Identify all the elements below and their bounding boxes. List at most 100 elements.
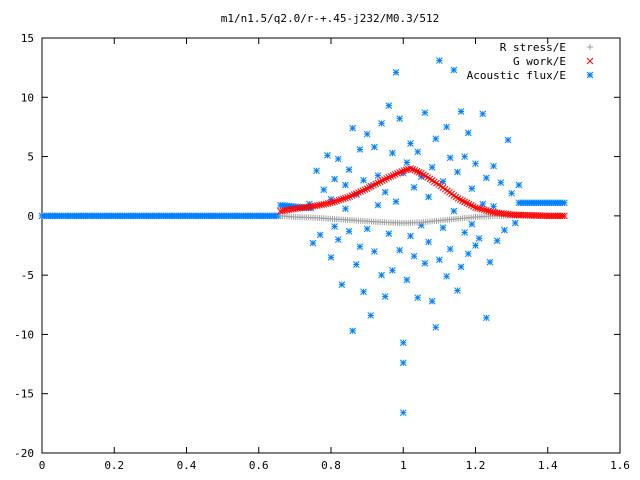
acoustic-flux-point bbox=[490, 162, 497, 170]
y-tick-label: 0 bbox=[27, 210, 34, 223]
acoustic-flux-point bbox=[497, 179, 505, 187]
x-tick-label: 1.2 bbox=[466, 459, 486, 472]
g-work-point bbox=[324, 200, 332, 207]
g-work-point bbox=[400, 167, 408, 174]
g-work-point bbox=[331, 198, 338, 205]
acoustic-flux-point bbox=[410, 184, 418, 191]
series-acoustic-flux bbox=[38, 57, 568, 417]
acoustic-flux-point bbox=[446, 154, 454, 162]
g-work-point bbox=[396, 169, 403, 176]
acoustic-flux-point bbox=[399, 409, 407, 417]
acoustic-flux-point bbox=[443, 272, 450, 280]
acoustic-flux-point bbox=[374, 201, 382, 209]
x-tick-label: 0.4 bbox=[177, 459, 197, 472]
acoustic-flux-point bbox=[342, 181, 349, 189]
x-tick-label: 0 bbox=[39, 459, 46, 472]
acoustic-flux-point bbox=[493, 237, 501, 245]
legend-marker bbox=[587, 44, 593, 50]
acoustic-flux-point bbox=[349, 327, 357, 335]
marks bbox=[38, 57, 568, 417]
legend-marker bbox=[586, 57, 594, 65]
acoustic-flux-point bbox=[363, 225, 371, 233]
acoustic-flux-point bbox=[479, 110, 487, 118]
acoustic-flux-point bbox=[334, 236, 342, 243]
x-tick-label: 1.4 bbox=[538, 459, 558, 472]
acoustic-flux-point bbox=[381, 293, 389, 300]
acoustic-flux-point bbox=[378, 271, 385, 279]
g-work-point bbox=[407, 165, 414, 172]
x-tick-label: 0.2 bbox=[104, 459, 124, 472]
g-work-point bbox=[335, 196, 343, 204]
acoustic-flux-point bbox=[561, 199, 568, 207]
acoustic-flux-point bbox=[352, 261, 360, 268]
acoustic-flux-point bbox=[515, 181, 523, 189]
acoustic-flux-point bbox=[468, 185, 476, 192]
acoustic-flux-point bbox=[457, 263, 465, 271]
acoustic-flux-point bbox=[345, 227, 353, 235]
acoustic-flux-point bbox=[461, 153, 469, 160]
acoustic-flux-point bbox=[443, 123, 450, 131]
acoustic-flux-point bbox=[464, 250, 472, 258]
g-work-point bbox=[472, 204, 479, 211]
acoustic-flux-point bbox=[511, 219, 519, 227]
acoustic-flux-point bbox=[392, 198, 400, 205]
g-work-point bbox=[344, 194, 351, 201]
acoustic-flux-point bbox=[421, 109, 429, 117]
legend-label: G work/E bbox=[513, 55, 566, 68]
g-work-point bbox=[398, 168, 406, 175]
acoustic-flux-point bbox=[421, 259, 429, 267]
acoustic-flux-point bbox=[464, 129, 472, 137]
acoustic-flux-point bbox=[450, 207, 458, 215]
g-work-point bbox=[383, 175, 390, 182]
acoustic-flux-point bbox=[454, 168, 461, 176]
legend-label: R stress/E bbox=[500, 41, 566, 54]
acoustic-flux-point bbox=[508, 189, 515, 197]
y-tick-label: -10 bbox=[14, 328, 34, 341]
acoustic-flux-point bbox=[482, 314, 490, 322]
g-work-point bbox=[357, 188, 364, 195]
acoustic-flux-point bbox=[331, 175, 338, 183]
g-work-point bbox=[391, 171, 399, 178]
acoustic-flux-point bbox=[475, 235, 483, 242]
series-r-stress bbox=[277, 212, 568, 226]
g-work-point bbox=[480, 206, 488, 214]
g-work-point bbox=[381, 176, 388, 183]
acoustic-flux-point bbox=[370, 143, 378, 151]
g-work-point bbox=[409, 166, 416, 173]
acoustic-flux-point bbox=[392, 69, 400, 76]
acoustic-flux-point bbox=[345, 166, 353, 173]
acoustic-flux-point bbox=[324, 152, 331, 159]
g-work-point bbox=[326, 199, 334, 207]
y-tick-label: 5 bbox=[27, 151, 34, 164]
g-work-point bbox=[350, 191, 358, 198]
g-work-point bbox=[355, 189, 362, 196]
acoustic-flux-point bbox=[450, 66, 458, 74]
acoustic-flux-point bbox=[331, 223, 338, 230]
g-work-point bbox=[348, 192, 356, 199]
acoustic-flux-point bbox=[414, 148, 422, 156]
x-tick-label: 0.8 bbox=[321, 459, 341, 472]
acoustic-flux-point bbox=[396, 115, 403, 122]
acoustic-flux-point bbox=[320, 186, 328, 194]
acoustic-flux-point bbox=[313, 167, 320, 175]
acoustic-flux-point bbox=[472, 242, 479, 249]
acoustic-flux-point bbox=[425, 193, 432, 201]
g-work-point bbox=[346, 193, 354, 200]
g-work-point bbox=[485, 207, 492, 215]
g-work-point bbox=[478, 205, 486, 213]
acoustic-flux-point bbox=[446, 245, 454, 253]
acoustic-flux-point bbox=[389, 149, 396, 157]
g-work-point bbox=[413, 167, 421, 175]
acoustic-flux-point bbox=[363, 130, 371, 138]
acoustic-flux-point bbox=[504, 136, 512, 144]
acoustic-flux-point bbox=[360, 288, 367, 296]
g-work-point bbox=[337, 196, 345, 203]
acoustic-flux-point bbox=[385, 102, 393, 109]
acoustic-flux-point bbox=[407, 140, 414, 147]
acoustic-flux-point bbox=[501, 226, 508, 234]
g-work-point bbox=[411, 166, 419, 174]
acoustic-flux-point bbox=[425, 238, 432, 246]
acoustic-flux-point bbox=[407, 232, 414, 240]
